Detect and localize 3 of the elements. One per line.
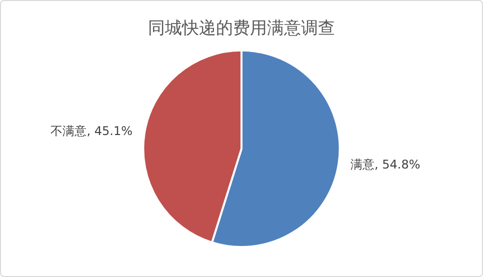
slice-label: 满意, 54.8%	[350, 158, 420, 172]
chart-title: 同城快递的费用满意调查	[148, 18, 335, 39]
slice-label: 不满意, 45.1%	[50, 124, 132, 138]
